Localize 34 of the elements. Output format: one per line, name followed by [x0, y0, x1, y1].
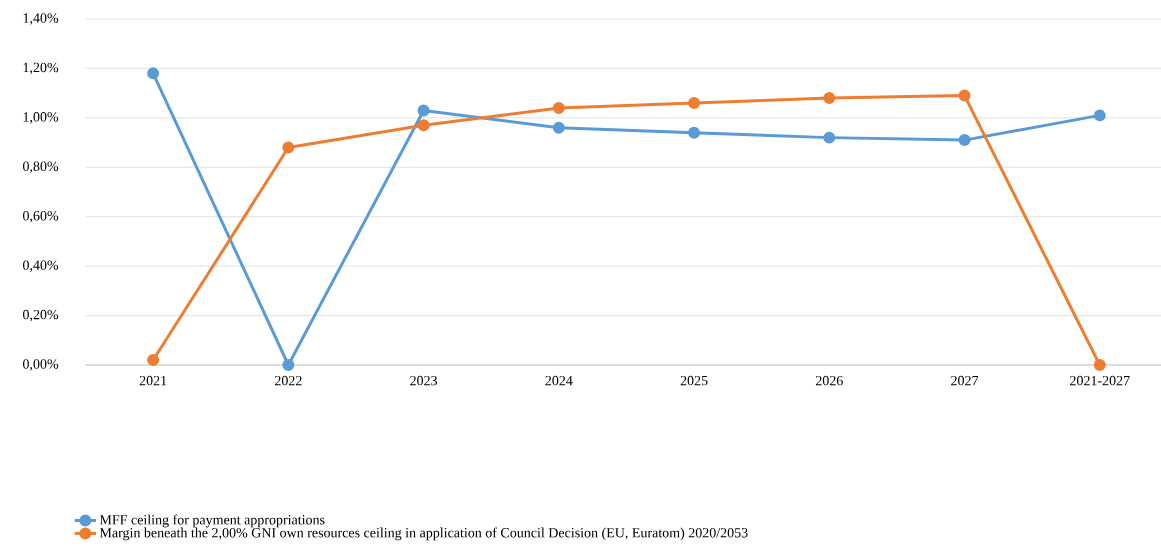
point — [958, 134, 971, 147]
point — [1093, 109, 1106, 122]
x-tick-label: 2021-2027 — [1070, 375, 1130, 386]
point — [147, 67, 160, 80]
point — [552, 101, 565, 114]
x-tick-label: 2024 — [545, 375, 573, 386]
y-tick-label: 0,40% — [23, 260, 59, 272]
point — [282, 141, 295, 154]
legend-label: Margin beneath the 2,00% GNI own resources ceiling in application of Council Decision (EU, Euratom) 2020/2053 — [99, 527, 748, 541]
x-tick-label: 2021 — [139, 375, 167, 386]
y-tick-label: 1,40% — [23, 13, 59, 25]
x-tick-label: 2023 — [410, 375, 438, 386]
y-tick-label: 1,00% — [23, 112, 59, 124]
y-tick-label: 0,80% — [23, 161, 59, 174]
point — [823, 92, 836, 105]
point — [958, 89, 971, 102]
y-tick-label: 0,60% — [23, 210, 59, 223]
point — [147, 354, 160, 367]
x-tick-label: 2027 — [951, 375, 979, 386]
x-tick-label: 2022 — [274, 375, 302, 386]
point — [552, 121, 565, 134]
y-tick-label: 1,20% — [23, 62, 59, 75]
x-tick-label: 2025 — [680, 375, 708, 386]
point — [417, 104, 430, 117]
point — [417, 119, 430, 132]
point — [688, 126, 701, 139]
x-tick-label: 2026 — [815, 375, 843, 386]
legend-label: MFF ceiling for payment appropriations — [99, 514, 325, 528]
y-tick-label: 0,00% — [23, 359, 59, 371]
y-tick-label: 0,20% — [23, 309, 59, 322]
point — [282, 359, 295, 371]
point — [823, 131, 836, 144]
point — [688, 97, 701, 110]
point — [1093, 359, 1106, 371]
